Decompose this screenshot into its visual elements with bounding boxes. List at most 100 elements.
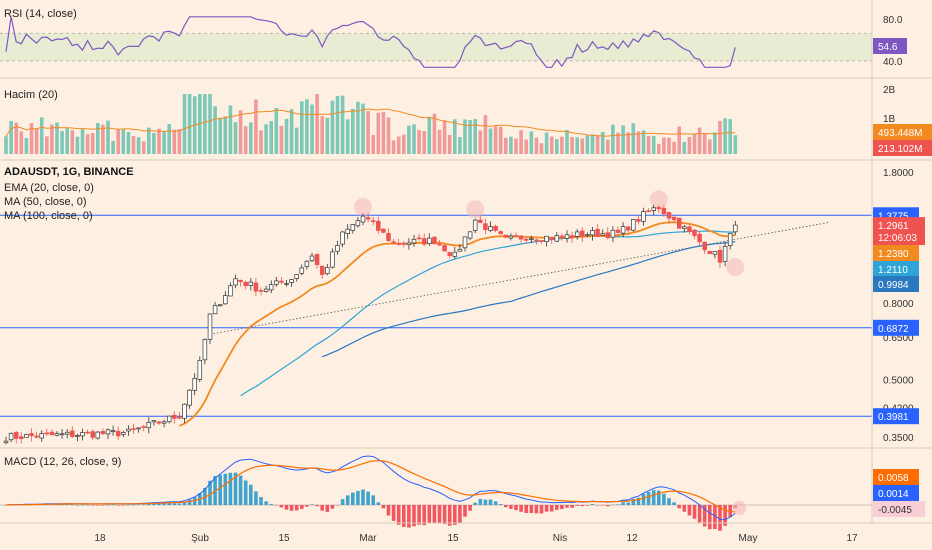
vol-tick-1b: 1B bbox=[883, 114, 896, 125]
volume-bar bbox=[432, 113, 437, 154]
candle-body bbox=[406, 242, 412, 245]
x-axis[interactable]: 18 Şub 15 Mar 15 Nis 12 May 17 bbox=[94, 533, 858, 544]
volume-bar bbox=[600, 132, 605, 154]
macd-histogram-bar bbox=[442, 505, 447, 525]
candle-body bbox=[360, 215, 366, 223]
volume-bar bbox=[417, 130, 421, 154]
ma-badge-text: 0.9984 bbox=[878, 280, 909, 291]
volume-bar bbox=[422, 131, 426, 154]
volume-bar bbox=[361, 103, 365, 154]
macd-histogram-bar bbox=[718, 505, 722, 531]
volume-bar bbox=[539, 143, 544, 154]
candle-body bbox=[156, 421, 162, 424]
volume-bar bbox=[498, 126, 503, 154]
macd-histogram-bar bbox=[340, 499, 345, 505]
price-pane[interactable] bbox=[0, 190, 872, 445]
macd-histogram-bar bbox=[238, 475, 243, 505]
volume-bar bbox=[631, 123, 636, 154]
ma-badge-text: 1.2110 bbox=[878, 265, 908, 276]
volume-bar bbox=[687, 137, 692, 154]
candle-body bbox=[314, 254, 320, 266]
volume-bar bbox=[447, 135, 452, 154]
volume-bar bbox=[412, 124, 416, 154]
macd-histogram-bar bbox=[147, 503, 151, 505]
volume-bar bbox=[14, 122, 18, 154]
volume-bar bbox=[264, 124, 268, 154]
candle-body bbox=[712, 251, 718, 255]
candle-body bbox=[217, 304, 223, 307]
volume-bar bbox=[453, 119, 457, 154]
macd-histogram-bar bbox=[141, 504, 146, 505]
macd-histogram-bar bbox=[570, 505, 574, 508]
macd-histogram-bar bbox=[626, 502, 630, 505]
ma-badge-bg bbox=[873, 245, 919, 261]
candle-body bbox=[212, 305, 218, 315]
volume-bar bbox=[713, 132, 717, 154]
price-tick-label: 0.3500 bbox=[883, 433, 914, 444]
volume-bar bbox=[463, 119, 467, 154]
rsi-pane[interactable] bbox=[0, 16, 872, 68]
macd-histogram-bar bbox=[713, 505, 717, 529]
candle-body bbox=[411, 238, 417, 244]
candle-body bbox=[580, 230, 585, 237]
volume-bar bbox=[167, 124, 171, 154]
macd-line-badge: 0.0014 bbox=[873, 485, 919, 501]
volume-bar bbox=[111, 140, 115, 154]
volume-pane[interactable] bbox=[4, 94, 738, 154]
macd-histogram-bar bbox=[708, 505, 712, 530]
candle-body bbox=[207, 313, 213, 340]
candle-body bbox=[274, 280, 279, 285]
x-axis-label: Mar bbox=[359, 533, 377, 544]
macd-histogram-bar bbox=[131, 504, 136, 506]
macd-hist-badge-text: -0.0045 bbox=[878, 505, 912, 516]
macd-histogram-bar bbox=[294, 505, 299, 511]
macd-histogram-bar bbox=[70, 504, 75, 506]
ma-badge-text: 1.2380 bbox=[878, 249, 909, 260]
macd-histogram-bar bbox=[177, 503, 182, 505]
macd-histogram-bar bbox=[243, 480, 248, 505]
macd-line-badge-text: 0.0014 bbox=[878, 489, 909, 500]
candle-body bbox=[590, 230, 595, 236]
candle-body bbox=[472, 219, 478, 231]
macd-histogram-bar bbox=[381, 505, 386, 509]
volume-bar bbox=[29, 123, 34, 154]
candle-body bbox=[192, 378, 197, 391]
volume-bar bbox=[85, 134, 90, 154]
macd-histogram-bar bbox=[101, 505, 105, 506]
macd-histogram-bar bbox=[376, 502, 381, 505]
x-axis-label: 12 bbox=[626, 533, 638, 544]
candle-body bbox=[29, 433, 34, 437]
macd-histogram-bar bbox=[402, 505, 406, 527]
candle-body bbox=[610, 229, 616, 238]
volume-bar bbox=[274, 108, 279, 154]
volume-bar bbox=[708, 139, 712, 154]
macd-histogram-bar bbox=[641, 493, 646, 505]
volume-bar bbox=[238, 110, 243, 154]
macd-histogram-bar bbox=[345, 495, 350, 505]
candle-body bbox=[146, 421, 152, 429]
x-axis-label: Nis bbox=[553, 533, 567, 544]
candle-body bbox=[503, 234, 509, 238]
candle-body bbox=[355, 220, 361, 227]
macd-histogram-bar bbox=[677, 505, 681, 509]
volume-bar bbox=[585, 135, 590, 154]
macd-histogram-bar bbox=[611, 504, 615, 506]
volume-bar bbox=[386, 117, 391, 154]
volume-title: Hacim (20) bbox=[4, 89, 58, 101]
macd-histogram-bar bbox=[371, 495, 375, 505]
macd-histogram-bar bbox=[407, 505, 411, 528]
candle-body bbox=[141, 426, 146, 428]
volume-bar bbox=[126, 132, 131, 154]
macd-histogram-bar bbox=[667, 498, 671, 505]
macd-histogram-bar bbox=[565, 505, 569, 508]
volume-bar bbox=[24, 137, 29, 154]
volume-bar bbox=[254, 99, 258, 154]
macd-pane[interactable] bbox=[0, 455, 872, 531]
volume-bar bbox=[483, 115, 488, 154]
volume-bar bbox=[427, 116, 432, 154]
volume-bar bbox=[636, 131, 641, 154]
candle-body bbox=[620, 226, 626, 234]
macd-histogram-bar bbox=[396, 505, 401, 525]
